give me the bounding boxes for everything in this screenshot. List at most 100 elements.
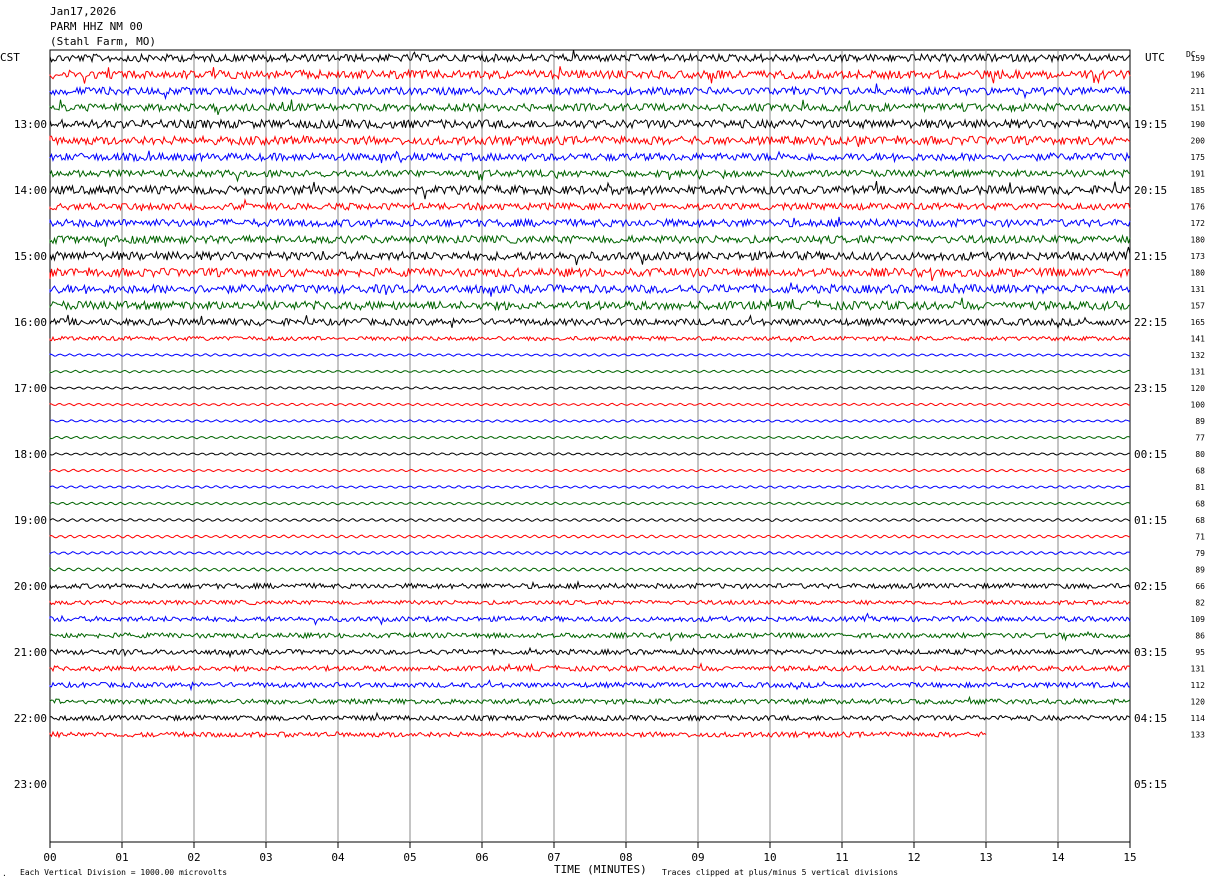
dc-offset-label: 89 xyxy=(1195,417,1205,426)
seismic-trace xyxy=(49,66,1131,85)
seismic-trace xyxy=(49,711,1131,722)
left-hour-label: 23:00 xyxy=(14,778,47,791)
seismic-trace xyxy=(49,297,1131,312)
seismic-trace xyxy=(49,662,1131,673)
seismic-trace xyxy=(49,646,1130,659)
left-hour-label: 21:00 xyxy=(14,646,47,659)
seismic-trace xyxy=(49,49,1131,64)
seismic-trace xyxy=(49,386,1131,390)
dc-offset-label: 173 xyxy=(1191,252,1206,261)
dc-offset-label: 141 xyxy=(1191,335,1206,344)
seismic-trace xyxy=(49,282,1131,297)
seismic-trace xyxy=(49,612,1131,626)
seismic-trace xyxy=(49,168,1131,183)
seismic-trace xyxy=(49,216,1131,229)
dc-offset-label: 200 xyxy=(1191,137,1206,146)
dc-offset-label: 109 xyxy=(1191,615,1206,624)
right-hour-label: 01:15 xyxy=(1134,514,1167,527)
x-tick-label: 02 xyxy=(187,851,200,864)
seismic-trace xyxy=(49,630,1131,643)
dc-offset-label: 180 xyxy=(1191,269,1206,278)
x-tick-label: 12 xyxy=(907,851,920,864)
x-tick-label: 06 xyxy=(475,851,488,864)
seismic-trace xyxy=(49,485,1131,489)
x-tick-label: 05 xyxy=(403,851,416,864)
x-tick-label: 14 xyxy=(1051,851,1065,864)
dc-offset-label: 120 xyxy=(1191,698,1206,707)
seismic-trace xyxy=(49,266,1131,282)
header-station: PARM HHZ NM 00 xyxy=(50,20,143,33)
dc-offset-label: 81 xyxy=(1195,483,1205,492)
dc-offset-label: 68 xyxy=(1195,516,1205,525)
seismic-trace xyxy=(49,567,1131,572)
seismic-trace xyxy=(49,83,1131,101)
seismic-trace xyxy=(49,335,1131,343)
right-hour-label: 04:15 xyxy=(1134,712,1167,725)
dc-offset-label: 190 xyxy=(1191,120,1206,129)
seismic-trace xyxy=(49,419,1131,423)
dc-offset-label: 176 xyxy=(1191,203,1206,212)
dc-offset-label: 86 xyxy=(1195,632,1205,641)
dc-offset-label: 114 xyxy=(1191,714,1206,723)
dc-offset-label: 172 xyxy=(1191,219,1206,228)
dc-offset-label: 131 xyxy=(1191,368,1206,377)
dc-offset-label: 180 xyxy=(1191,236,1206,245)
seismic-trace xyxy=(49,150,1131,164)
x-tick-label: 04 xyxy=(331,851,345,864)
dc-header-label: DC xyxy=(1186,50,1196,59)
dc-offset-label: 185 xyxy=(1191,186,1206,195)
dc-offset-label: 133 xyxy=(1191,731,1206,740)
seismic-trace xyxy=(49,246,1131,266)
x-tick-label: 15 xyxy=(1123,851,1136,864)
seismic-trace xyxy=(49,534,1131,539)
dc-offset-label: 196 xyxy=(1191,71,1206,80)
dc-offset-label: 131 xyxy=(1191,665,1206,674)
right-hour-label: 03:15 xyxy=(1134,646,1167,659)
x-tick-label: 09 xyxy=(691,851,704,864)
dc-offset-label: 89 xyxy=(1195,566,1205,575)
left-hour-label: 17:00 xyxy=(14,382,47,395)
right-hour-label: 02:15 xyxy=(1134,580,1167,593)
seismic-trace xyxy=(49,402,1131,407)
seismic-trace xyxy=(49,181,1131,200)
seismic-trace xyxy=(49,501,1131,506)
left-timezone-label: CST xyxy=(0,51,20,64)
right-hour-label: 19:15 xyxy=(1134,118,1167,131)
dc-offset-label: 159 xyxy=(1191,54,1206,63)
right-hour-label: 21:15 xyxy=(1134,250,1167,263)
dc-offset-label: 112 xyxy=(1191,681,1206,690)
x-tick-label: 10 xyxy=(763,851,776,864)
dc-offset-label: 211 xyxy=(1191,87,1206,96)
dc-offset-label: 151 xyxy=(1191,104,1206,113)
right-hour-labels: 19:15 20:15 21:15 22:15 23:15 00:15 01:15 02:15… xyxy=(1134,118,1167,791)
left-hour-label: 13:00 xyxy=(14,118,47,131)
dc-offset-label: 77 xyxy=(1195,434,1205,443)
seismic-trace xyxy=(49,452,1131,456)
dc-offset-label: 120 xyxy=(1191,384,1206,393)
x-tick-label: 13 xyxy=(979,851,992,864)
seismic-trace xyxy=(49,517,1131,522)
seismic-trace xyxy=(49,695,1131,707)
right-hour-label: 23:15 xyxy=(1134,382,1167,395)
x-tick-label: 11 xyxy=(835,851,848,864)
header-location: (Stahl Farm, MO) xyxy=(50,35,156,48)
dc-offset-label: 175 xyxy=(1191,153,1206,162)
seismic-trace xyxy=(49,134,1131,147)
dc-offset-labels: 159 196 211 151 190 200 175 191 185 176 172 180 173 1… xyxy=(1191,54,1206,740)
x-tick-label: 01 xyxy=(115,851,128,864)
seismic-trace xyxy=(49,353,1131,357)
seismic-trace xyxy=(49,599,1131,606)
x-axis-ticks: 00 01 02 03 04 05 06 07 08 09 10 11 12 13 14 15 xyxy=(43,842,1137,864)
x-axis-label: TIME (MINUTES) xyxy=(554,863,647,876)
seismic-trace xyxy=(49,369,1131,374)
seismic-trace xyxy=(49,579,1131,591)
plot-frame xyxy=(49,49,1131,843)
dc-offset-label: 68 xyxy=(1195,500,1205,509)
seismic-trace xyxy=(49,234,1131,247)
dc-offset-label: 71 xyxy=(1195,533,1205,542)
dc-offset-label: 131 xyxy=(1191,285,1206,294)
left-hour-label: 22:00 xyxy=(14,712,47,725)
header-date: Jan17,2026 xyxy=(50,5,116,18)
x-tick-label: 03 xyxy=(259,851,272,864)
